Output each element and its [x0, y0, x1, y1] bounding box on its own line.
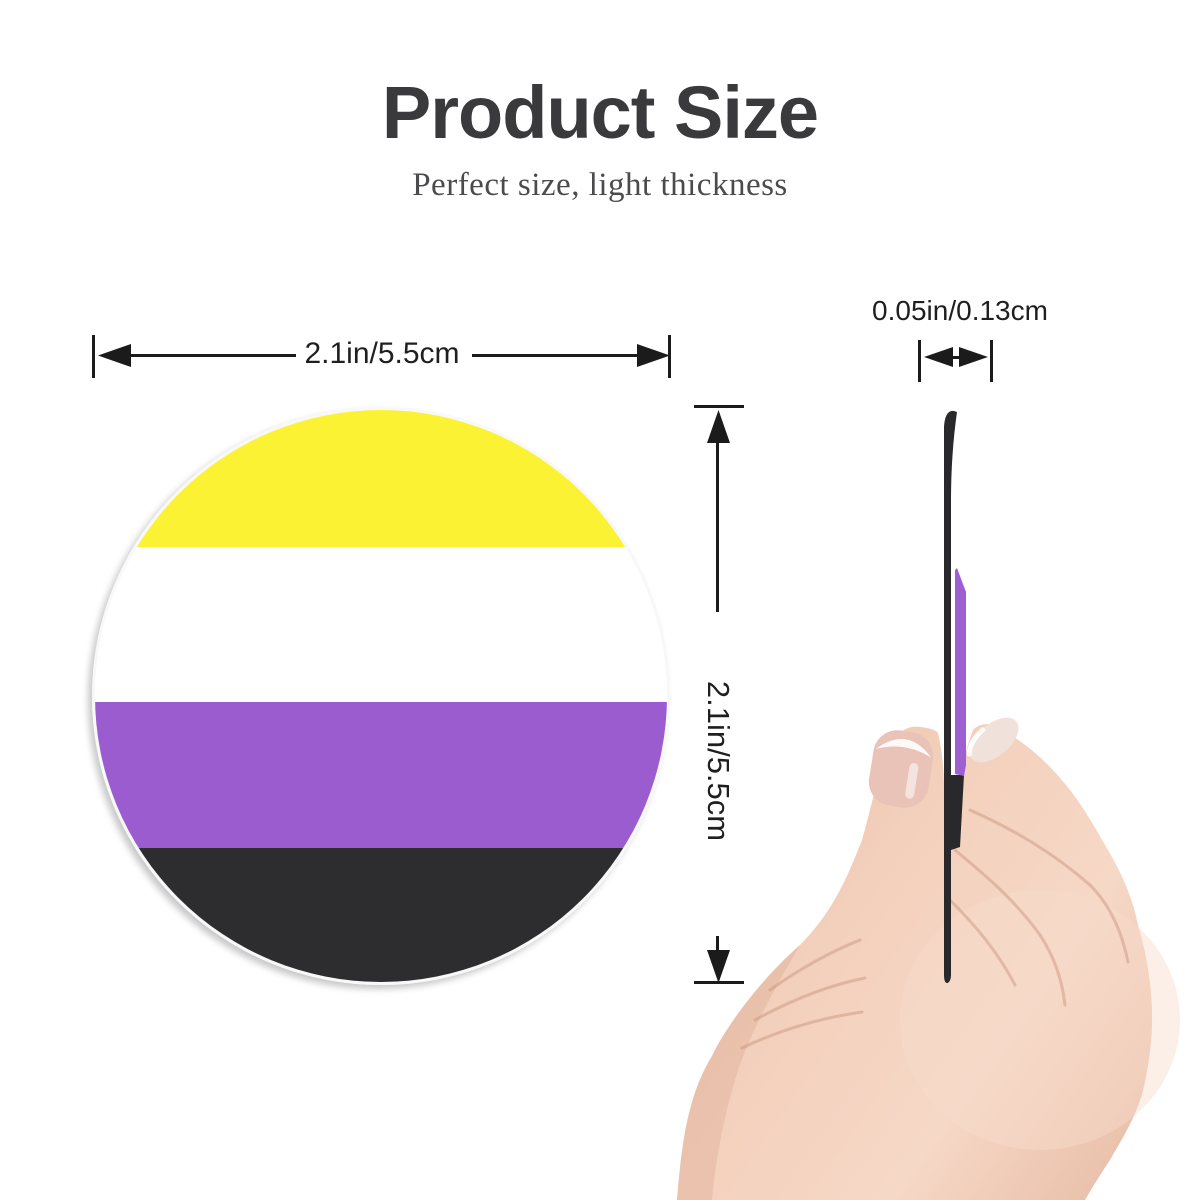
dimension-line: [946, 356, 966, 359]
dimension-line: [128, 354, 296, 357]
pin-front-view: [92, 407, 670, 985]
diameter-label-top: 2.1in/5.5cm: [304, 337, 460, 370]
arrowhead-right-icon: [959, 347, 988, 367]
dimension-tick-bottom: [694, 981, 744, 984]
dimension-tick-right: [668, 335, 671, 378]
hand-highlight: [900, 890, 1180, 1150]
thickness-label: 0.05in/0.13cm: [872, 295, 1048, 326]
hand-holding-pin-photo: [677, 410, 1180, 1200]
thumb-nail: [868, 730, 934, 808]
dimension-tick-left: [918, 340, 921, 382]
flag-stripe-purple: [95, 701, 667, 848]
index-finger-nail: [966, 717, 1019, 763]
dimension-line: [472, 354, 640, 357]
page-title: Product Size: [381, 71, 819, 154]
flag-stripe-yellow: [95, 410, 667, 548]
dimension-line: [716, 440, 719, 612]
dimension-line: [716, 936, 719, 954]
page-subtitle: Perfect size, light thickness: [412, 167, 788, 204]
hand-shadow: [677, 945, 800, 1200]
dimension-tick-left: [92, 335, 95, 378]
header: Product Size Perfect size, light thickne…: [0, 72, 1200, 204]
pin-back-sliver: [955, 568, 966, 776]
flag-stripe-white: [95, 547, 667, 702]
dimension-tick-top: [694, 405, 744, 408]
pin-side-view: [944, 410, 966, 984]
arrowhead-right-icon: [637, 344, 670, 367]
pin-edge: [944, 410, 964, 984]
dimension-tick-right: [990, 340, 993, 382]
hand-creases: [740, 808, 1130, 1050]
flag-stripe-black: [95, 847, 667, 982]
diameter-label-side: 2.1in/5.5cm: [701, 680, 736, 842]
arrowhead-left-icon: [98, 344, 131, 367]
